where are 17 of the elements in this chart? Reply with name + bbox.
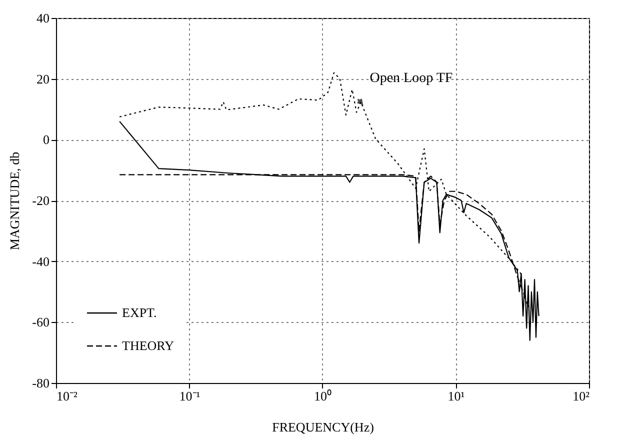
legend-label: THEORY <box>122 338 175 353</box>
y-tick-label: 20 <box>36 71 50 86</box>
x-tick-label: 10⁰ <box>314 388 332 404</box>
y-tick-label: -60 <box>32 314 50 330</box>
y-tick-label: 40 <box>36 10 50 26</box>
y-tick-label: -40 <box>32 254 50 269</box>
legend-label: EXPT. <box>122 305 157 320</box>
y-axis-title: MAGNITUDE, db <box>7 152 22 250</box>
x-tick-label: 10⁻¹ <box>179 388 200 404</box>
x-tick-label: 10² <box>572 388 590 404</box>
annotation: Open Loop TF <box>370 71 453 86</box>
y-tick-label: -80 <box>32 376 50 390</box>
y-tick-label: -20 <box>32 193 50 208</box>
x-axis-title: FREQUENCY(Hz) <box>272 420 374 434</box>
y-tick-label: 0 <box>43 132 50 148</box>
x-tick-label: 10⁻² <box>56 388 78 404</box>
x-tick-label: 10¹ <box>448 388 465 404</box>
